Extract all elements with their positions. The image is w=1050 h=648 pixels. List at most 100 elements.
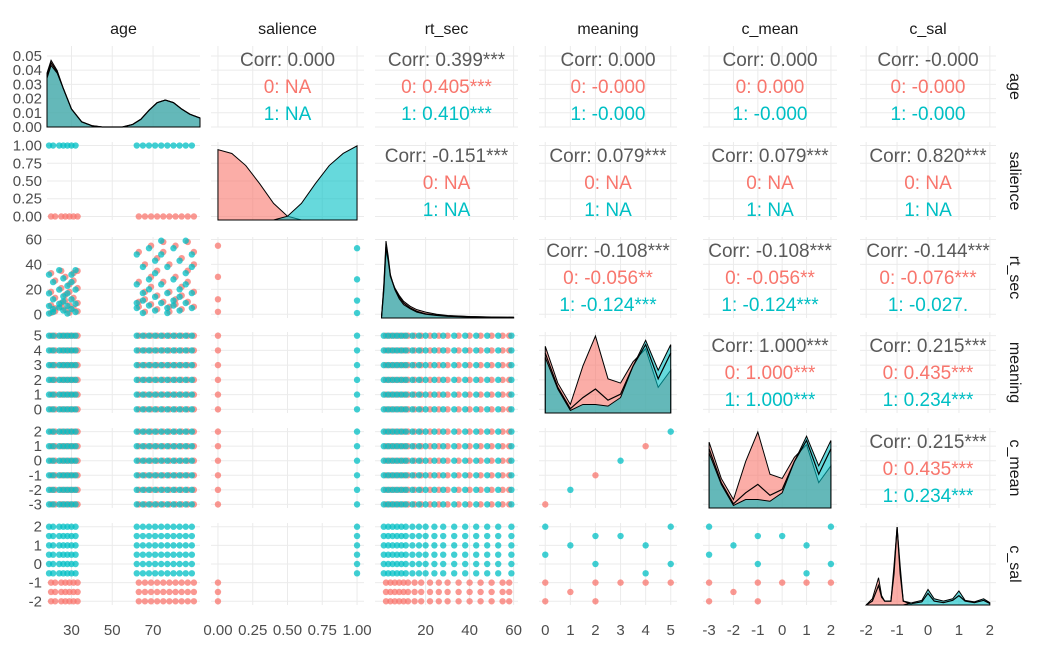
scatter-point-c_mean-meaning: [542, 501, 549, 508]
scatter-point-c_mean-rt_sec: [409, 501, 416, 508]
scatter-point-c_sal-age: [158, 551, 165, 558]
scatter-point-c_sal-rt_sec: [422, 570, 429, 577]
strip-top-rt_sec: rt_sec: [425, 21, 469, 38]
scatter-point-meaning-rt_sec: [508, 376, 515, 384]
scatter-point-meaning-age: [182, 332, 189, 339]
scatter-point-c_mean-age: [164, 428, 171, 435]
scatter-point-c_sal-rt_sec: [380, 570, 387, 577]
scatter-point-c_mean-rt_sec: [488, 457, 495, 464]
scatter-point-c_mean-rt_sec: [444, 428, 451, 435]
scatter-point-meaning-rt_sec: [422, 406, 429, 413]
scatter-point-c_sal-rt_sec: [422, 532, 429, 540]
scatter-point-c_sal-salience: [353, 542, 361, 549]
scatter-point-c_mean-age: [151, 472, 159, 479]
scatter-point-c_sal-salience: [353, 570, 361, 577]
scatter-point-c_sal-age: [72, 560, 79, 568]
scatter-point-c_mean-meaning: [567, 486, 574, 494]
scatter-point-meaning-age: [170, 347, 177, 354]
scatter-point-c_sal-age: [182, 523, 189, 530]
density-line-overall: [46, 61, 201, 128]
panel-c_mean-age: [47, 428, 200, 508]
y-tick-age: 0.00: [13, 119, 42, 136]
scatter-point-meaning-age: [145, 347, 153, 354]
scatter-point-meaning-age: [133, 361, 140, 369]
scatter-point-c_sal-rt_sec: [484, 523, 491, 530]
scatter-point-c_sal-rt_sec: [484, 532, 491, 540]
scatter-point-meaning-rt_sec: [455, 406, 462, 413]
scatter-point-c_mean-rt_sec: [462, 472, 469, 479]
scatter-point-meaning-age: [182, 347, 189, 354]
scatter-point-meaning-age: [176, 361, 183, 369]
scatter-point-rt_sec-age: [68, 278, 75, 286]
scatter-point-c_mean-rt_sec: [431, 442, 438, 450]
panel-salience-c_sal: [860, 142, 996, 220]
scatter-point-c_mean-age: [164, 472, 171, 479]
scatter-point-c_sal-c_mean: [705, 551, 713, 558]
panel-age-salience: [211, 46, 364, 128]
scatter-point-c_sal-rt_sec: [404, 588, 412, 596]
scatter-point-rt_sec-age: [49, 308, 57, 316]
scatter-point-c_mean-rt_sec: [431, 486, 438, 494]
panel-rt_sec-c_mean: [703, 237, 837, 318]
scatter-point-meaning-rt_sec: [389, 391, 396, 398]
scatter-point-meaning-rt_sec: [462, 332, 469, 339]
scatter-point-c_mean-age: [164, 442, 171, 450]
scatter-point-c_sal-age: [151, 532, 159, 540]
scatter-point-c_sal-age: [147, 598, 155, 605]
scatter-point-meaning-rt_sec: [409, 406, 416, 413]
scatter-point-c_mean-rt_sec: [380, 457, 387, 464]
scatter-point-c_mean-rt_sec: [422, 442, 429, 450]
scatter-point-c_mean-age: [151, 428, 159, 435]
x-tick-salience: 0.00: [203, 622, 232, 639]
scatter-point-meaning-rt_sec: [473, 406, 480, 413]
scatter-point-c_sal-rt_sec: [393, 570, 401, 577]
scatter-point-c_mean-age: [170, 501, 177, 508]
scatter-point-c_sal-c_mean: [705, 579, 713, 586]
scatter-point-c_mean-rt_sec: [473, 428, 480, 435]
scatter-point-meaning-age: [182, 361, 189, 369]
strip-right-c_mean: c_mean: [1006, 440, 1023, 497]
scatter-point-meaning-rt_sec: [435, 332, 442, 339]
scatter-point-meaning-age: [176, 347, 183, 354]
scatter-point-c_mean-rt_sec: [393, 428, 401, 435]
scatter-point-c_mean-rt_sec: [508, 501, 515, 508]
scatter-point-c_mean-age: [182, 501, 189, 508]
scatter-point-c_mean-rt_sec: [495, 428, 502, 435]
scatter-point-c_mean-rt_sec: [455, 442, 462, 450]
scatter-point-meaning-rt_sec: [398, 347, 405, 354]
scatter-point-c_sal-age: [176, 570, 183, 577]
scatter-point-c_sal-age: [160, 588, 167, 596]
scatter-point-meaning-rt_sec: [393, 361, 401, 369]
scatter-point-rt_sec-age: [176, 307, 183, 314]
scatter-point-c_sal-rt_sec: [508, 551, 515, 558]
scatter-point-c_sal-c_mean: [705, 523, 713, 530]
scatter-point-c_sal-rt_sec: [402, 551, 409, 558]
y-tick-c_mean: -2: [29, 482, 42, 499]
scatter-point-c_sal-salience: [214, 588, 222, 596]
x-tick-age: 30: [63, 622, 80, 639]
scatter-point-c_sal-age: [172, 598, 179, 605]
scatter-point-c_sal-rt_sec: [391, 588, 398, 596]
scatter-point-c_sal-age: [164, 523, 171, 530]
scatter-point-c_sal-rt_sec: [444, 588, 451, 596]
scatter-point-c_mean-age: [72, 501, 79, 508]
scatter-point-c_mean-rt_sec: [435, 501, 442, 508]
scatter-point-c_sal-age: [145, 551, 153, 558]
scatter-point-c_mean-rt_sec: [440, 486, 447, 494]
scatter-point-meaning-rt_sec: [389, 376, 396, 384]
scatter-point-c_mean-rt_sec: [398, 472, 405, 479]
scatter-point-c_sal-age: [170, 570, 177, 577]
y-tick-meaning: 1: [34, 387, 42, 404]
scatter-point-meaning-age: [151, 361, 159, 369]
scatter-point-salience-age: [133, 142, 140, 149]
scatter-point-c_sal-age: [51, 598, 59, 605]
scatter-point-c_mean-age: [49, 428, 57, 435]
scatter-point-meaning-salience: [214, 391, 222, 398]
scatter-point-meaning-rt_sec: [477, 361, 484, 369]
scatter-point-c_mean-meaning: [642, 442, 649, 450]
scatter-point-rt_sec-salience: [214, 308, 222, 315]
scatter-point-meaning-age: [176, 406, 183, 413]
strip-top-c_sal: c_sal: [909, 21, 946, 38]
scatter-point-c_sal-age: [133, 551, 140, 558]
scatter-point-meaning-rt_sec: [389, 361, 396, 369]
